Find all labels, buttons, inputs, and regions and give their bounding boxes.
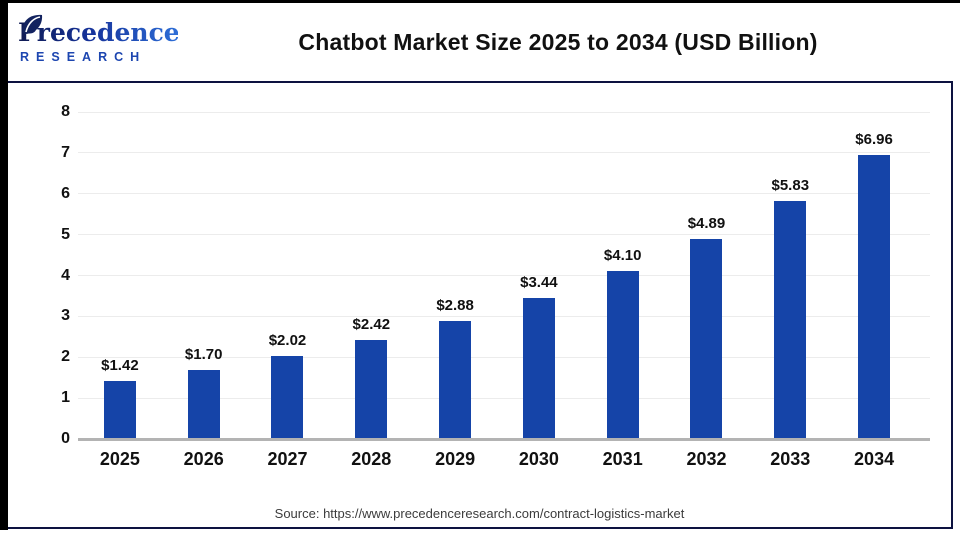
- bar: [355, 340, 388, 439]
- x-axis-label: 2034: [854, 449, 895, 469]
- bar-value-label: $4.89: [687, 215, 726, 232]
- x-axis-label: 2030: [518, 449, 559, 469]
- bar-column: $1.42: [78, 112, 162, 439]
- gridline: [78, 111, 930, 113]
- precedence-research-logo-icon: Precedence RESEARCH: [18, 14, 180, 64]
- bar-value-label: $1.70: [184, 346, 223, 363]
- bar-column: $4.89: [665, 112, 749, 439]
- y-axis-tick-label: 3: [61, 307, 70, 325]
- gridline: [78, 234, 930, 236]
- gridline: [78, 315, 930, 317]
- brand-logo: Precedence RESEARCH: [8, 12, 193, 73]
- bar-value-label: $6.96: [855, 131, 893, 148]
- x-axis-label: 2026: [183, 449, 224, 469]
- bar: [606, 271, 639, 439]
- y-axis-tick-label: 4: [61, 266, 70, 284]
- x-axis-label: 2028: [351, 449, 392, 469]
- bar-value-label: $2.88: [436, 297, 474, 314]
- gridline: [78, 275, 930, 276]
- bar-value-label: $2.42: [352, 316, 391, 333]
- x-axis-label: 2031: [602, 449, 643, 469]
- bar-column: $1.70: [162, 112, 246, 439]
- bar-value-label: $4.10: [603, 247, 642, 264]
- chart-title: Chatbot Market Size 2025 to 2034 (USD Bi…: [298, 28, 818, 55]
- source-caption: Source: https://www.precedenceresearch.c…: [274, 506, 685, 521]
- x-axis-labels: 2025 2026 2027 2028 2029 2030 2031 2032 2033 2034: [78, 449, 916, 470]
- gridline: [78, 152, 930, 154]
- bars-row: $1.42 $1.70 $2.02 $2.42 $2.88 $3.44 $4.10 $4.89…: [78, 112, 916, 439]
- y-axis-tick-label: 7: [61, 143, 70, 161]
- title-area: Chatbot Market Size 2025 to 2034 (USD Bi…: [193, 29, 953, 56]
- bar: [774, 201, 807, 439]
- bar-column: $4.10: [581, 112, 665, 439]
- plot-area: [78, 111, 930, 439]
- logo-leaf-vein-icon: [25, 15, 41, 32]
- bar-column: $6.96: [832, 112, 916, 439]
- header: Precedence RESEARCH Chatbot Market Size …: [8, 3, 953, 81]
- bar-value-label: $1.42: [101, 357, 139, 374]
- y-axis-tick-label: 5: [61, 225, 70, 243]
- x-axis-label: 2033: [770, 449, 811, 469]
- bar-value-label: $3.44: [520, 274, 558, 291]
- y-axis-tick-label: 0: [61, 430, 70, 447]
- bar-value-label: $5.83: [771, 177, 810, 194]
- top-edge-line: [0, 0, 960, 3]
- bar: [187, 370, 220, 439]
- logo-research-text: RESEARCH: [20, 50, 146, 64]
- bar-column: $5.83: [748, 112, 832, 439]
- bar-column: $3.44: [497, 112, 581, 439]
- x-axis-label: 2029: [435, 449, 476, 469]
- bar-column: $2.88: [413, 112, 497, 439]
- left-edge-line: [0, 0, 8, 530]
- y-axis-tick-label: 6: [61, 184, 70, 202]
- x-axis-label: 2025: [99, 449, 140, 469]
- bar: [522, 298, 555, 439]
- x-axis-label: 2032: [686, 449, 727, 469]
- bar: [439, 321, 472, 439]
- chart-panel: 0 1 2 3 4 5 6 7 8 $1.42 $1.70 $2.02 $2.42 $2.88 $3.44…: [8, 81, 953, 529]
- y-axis-tick-label: 2: [61, 348, 70, 366]
- gridline: [78, 193, 930, 195]
- bar: [271, 356, 304, 439]
- y-axis-tick-label: 8: [61, 103, 70, 120]
- bar: [690, 239, 723, 439]
- x-axis-line: [78, 438, 930, 441]
- bar-column: $2.42: [329, 112, 413, 439]
- gridline: [78, 356, 930, 358]
- bar-column: $2.02: [246, 112, 330, 439]
- x-axis-label: 2027: [267, 449, 308, 469]
- y-axis: 0 1 2 3 4 5 6 7 8: [38, 103, 70, 447]
- bar: [103, 381, 136, 439]
- gridline: [78, 397, 930, 399]
- y-axis-tick-label: 1: [61, 389, 70, 407]
- bar: [858, 155, 891, 439]
- bar-value-label: $2.02: [268, 332, 307, 349]
- logo-brand-text: Precedence: [18, 18, 178, 47]
